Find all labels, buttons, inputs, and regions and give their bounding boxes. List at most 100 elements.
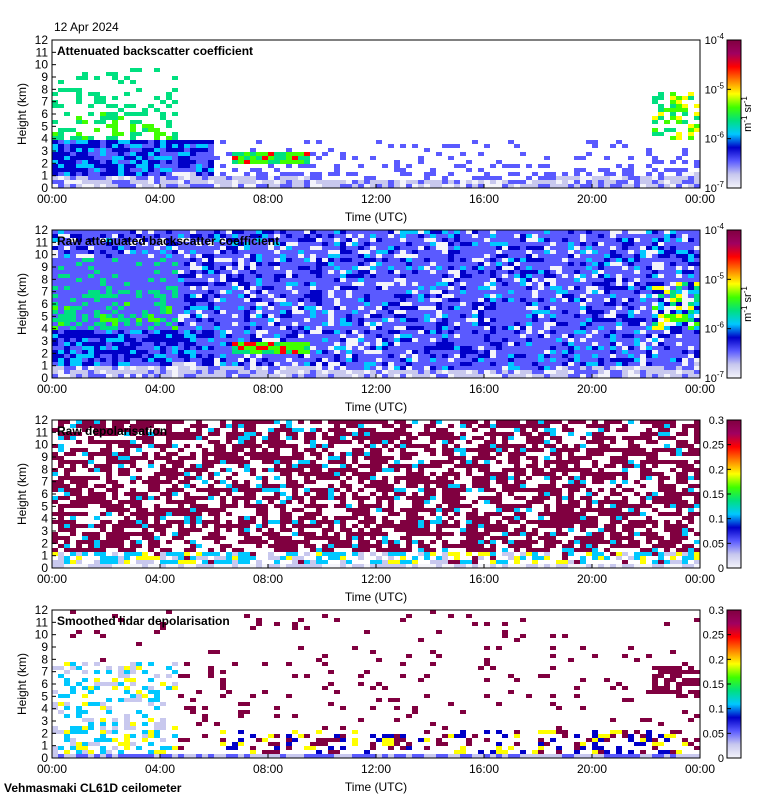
heatmap-cell: [88, 306, 94, 310]
heatmap-cell: [196, 172, 202, 176]
heatmap-cell: [280, 326, 286, 330]
heatmap-cell: [148, 358, 154, 362]
heatmap-cell: [406, 266, 412, 270]
heatmap-cell: [142, 362, 148, 366]
heatmap-cell: [568, 310, 574, 314]
heatmap-cell: [52, 294, 58, 298]
heatmap-cell: [490, 358, 496, 362]
heatmap-cell: [100, 302, 106, 306]
heatmap-cell: [520, 282, 526, 286]
heatmap-cell: [658, 310, 664, 314]
heatmap-cell: [136, 290, 142, 294]
heatmap-cell: [412, 306, 418, 310]
heatmap-cell: [220, 366, 226, 370]
heatmap-cell: [586, 278, 592, 282]
heatmap-cell: [430, 326, 436, 330]
heatmap-cell: [634, 274, 640, 278]
heatmap-cell: [70, 250, 76, 254]
heatmap-cell: [64, 266, 70, 270]
heatmap-cell: [226, 314, 232, 318]
heatmap-cell: [682, 184, 688, 188]
heatmap-cell: [652, 366, 658, 370]
heatmap-cell: [184, 362, 190, 366]
heatmap-cell: [508, 342, 514, 346]
heatmap-cell: [418, 242, 424, 246]
heatmap-cell: [394, 230, 400, 234]
heatmap-cell: [442, 282, 448, 286]
heatmap-cell: [154, 326, 160, 330]
heatmap-cell: [298, 262, 304, 266]
heatmap-cell: [148, 144, 154, 148]
y-tick-label: 4: [41, 322, 48, 336]
heatmap-cell: [358, 358, 364, 362]
heatmap-cell: [196, 354, 202, 358]
heatmap-cell: [652, 156, 658, 160]
heatmap-cell: [142, 254, 148, 258]
heatmap-cell: [628, 326, 634, 330]
heatmap-cell: [316, 310, 322, 314]
heatmap-cell: [670, 330, 676, 334]
heatmap-cell: [76, 338, 82, 342]
heatmap-cell: [640, 278, 646, 282]
heatmap-cell: [334, 334, 340, 338]
heatmap-cell: [190, 298, 196, 302]
heatmap-cell: [214, 346, 220, 350]
heatmap-cell: [328, 180, 334, 184]
heatmap-cell: [526, 258, 532, 262]
heatmap-cell: [82, 164, 88, 168]
heatmap-cell: [604, 350, 610, 354]
heatmap-cell: [328, 238, 334, 242]
heatmap-cell: [124, 330, 130, 334]
heatmap-cell: [580, 290, 586, 294]
heatmap-cell: [316, 330, 322, 334]
heatmap-cell: [82, 366, 88, 370]
heatmap-cell: [526, 358, 532, 362]
heatmap-cell: [640, 238, 646, 242]
heatmap-cell: [526, 322, 532, 326]
heatmap-cell: [274, 274, 280, 278]
heatmap-cell: [682, 310, 688, 314]
heatmap-cell: [64, 270, 70, 274]
heatmap-cell: [466, 238, 472, 242]
heatmap-cell: [430, 290, 436, 294]
heatmap-cell: [268, 156, 274, 160]
heatmap-cell: [280, 238, 286, 242]
heatmap-cell: [412, 144, 418, 148]
heatmap-cell: [316, 286, 322, 290]
heatmap-cell: [346, 254, 352, 258]
heatmap-cell: [100, 298, 106, 302]
heatmap-cell: [190, 294, 196, 298]
heatmap-cell: [106, 152, 112, 156]
heatmap-cell: [64, 294, 70, 298]
heatmap-cell: [472, 298, 478, 302]
heatmap-cell: [196, 176, 202, 180]
heatmap-cell: [142, 346, 148, 350]
heatmap-cell: [130, 156, 136, 160]
heatmap-cell: [178, 184, 184, 188]
heatmap-cell: [550, 234, 556, 238]
heatmap-cell: [664, 246, 670, 250]
heatmap-cell: [526, 250, 532, 254]
heatmap-cell: [688, 314, 694, 318]
heatmap-cell: [136, 294, 142, 298]
heatmap-cell: [124, 148, 130, 152]
heatmap-cell: [118, 266, 124, 270]
heatmap-cell: [580, 298, 586, 302]
heatmap-cell: [382, 164, 388, 168]
heatmap-cell: [634, 282, 640, 286]
heatmap-cell: [448, 290, 454, 294]
heatmap-cell: [622, 326, 628, 330]
heatmap-cell: [118, 270, 124, 274]
heatmap-cell: [202, 278, 208, 282]
heatmap-cell: [454, 334, 460, 338]
heatmap-cell: [592, 262, 598, 266]
heatmap-cell: [382, 298, 388, 302]
heatmap-cell: [76, 310, 82, 314]
heatmap-cell: [532, 354, 538, 358]
heatmap-cell: [94, 290, 100, 294]
heatmap-cell: [472, 334, 478, 338]
heatmap-cell: [172, 302, 178, 306]
heatmap-cell: [160, 370, 166, 374]
heatmap-cell: [310, 350, 316, 354]
heatmap-cell: [628, 230, 634, 234]
